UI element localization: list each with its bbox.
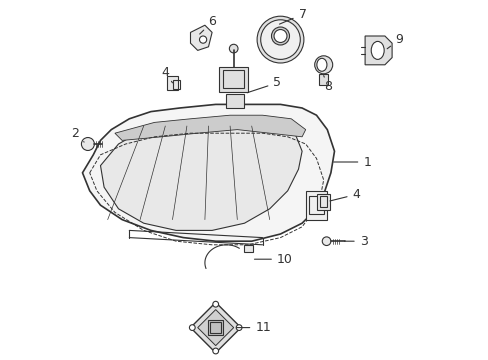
Circle shape bbox=[212, 301, 218, 307]
Bar bbox=[208, 320, 223, 335]
Polygon shape bbox=[197, 310, 233, 346]
Polygon shape bbox=[365, 36, 391, 65]
Text: 9: 9 bbox=[386, 33, 403, 49]
Polygon shape bbox=[190, 302, 241, 353]
Ellipse shape bbox=[314, 56, 332, 74]
Circle shape bbox=[189, 325, 195, 330]
Text: 7: 7 bbox=[279, 8, 306, 24]
Bar bbox=[305, 191, 326, 220]
Ellipse shape bbox=[273, 30, 286, 42]
Circle shape bbox=[212, 348, 218, 354]
Text: 3: 3 bbox=[344, 235, 367, 248]
Bar bbox=[172, 80, 179, 89]
Text: 8: 8 bbox=[323, 76, 331, 93]
Ellipse shape bbox=[260, 20, 300, 59]
Text: 2: 2 bbox=[71, 127, 84, 142]
Bar bbox=[219, 67, 247, 92]
Text: 11: 11 bbox=[236, 321, 270, 334]
Ellipse shape bbox=[257, 16, 303, 63]
Circle shape bbox=[322, 237, 330, 246]
Bar bbox=[243, 245, 252, 252]
Text: 6: 6 bbox=[199, 15, 216, 34]
Text: 4: 4 bbox=[161, 66, 172, 83]
Ellipse shape bbox=[370, 41, 384, 59]
Bar bbox=[320, 196, 326, 207]
Circle shape bbox=[236, 325, 242, 330]
Polygon shape bbox=[190, 25, 212, 50]
Text: 4: 4 bbox=[329, 188, 360, 201]
Polygon shape bbox=[101, 119, 302, 230]
Polygon shape bbox=[82, 104, 334, 241]
Bar bbox=[210, 322, 221, 333]
Bar bbox=[226, 94, 244, 108]
Polygon shape bbox=[115, 115, 305, 140]
Circle shape bbox=[81, 138, 94, 150]
Bar bbox=[319, 74, 327, 85]
Bar bbox=[309, 196, 323, 214]
Text: 10: 10 bbox=[254, 253, 292, 266]
Circle shape bbox=[199, 36, 206, 43]
Ellipse shape bbox=[271, 27, 289, 45]
Text: 1: 1 bbox=[333, 156, 370, 168]
Ellipse shape bbox=[316, 58, 326, 71]
Circle shape bbox=[229, 44, 238, 53]
Bar bbox=[167, 76, 178, 90]
Text: 5: 5 bbox=[246, 76, 281, 93]
Bar bbox=[223, 70, 244, 88]
Bar bbox=[317, 194, 329, 210]
